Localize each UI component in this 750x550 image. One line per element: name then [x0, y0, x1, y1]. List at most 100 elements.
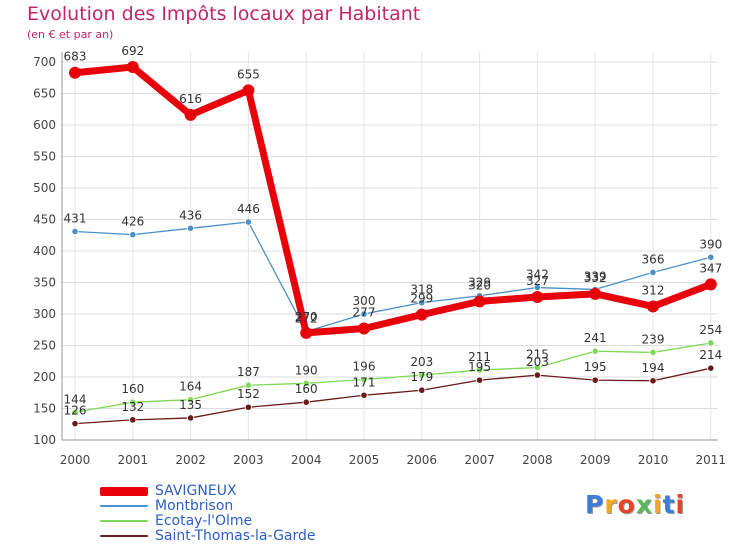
plot-area [62, 52, 718, 440]
series-line-saint-thomas-la-garde [74, 367, 712, 425]
x-tick-label: 2009 [580, 453, 611, 467]
y-tick-label: 250 [33, 339, 56, 353]
chart-plot: 100 150 200 250 300 350 400 450 500 550 600 650 700 2… [33, 44, 726, 467]
legend-label-savigneux: SAVIGNEUX [155, 483, 237, 499]
data-point-ecotay-l-olme [129, 398, 137, 406]
data-point-montbrison [360, 310, 368, 318]
data-point-ecotay-l-olme [187, 396, 195, 404]
data-point-montbrison [244, 218, 252, 226]
legend-label-ecotay-l-olme: Ecotay-l'Olme [155, 513, 253, 529]
data-label-ecotay-l-olme: 211 [468, 350, 491, 364]
data-label-montbrison: 342 [526, 268, 549, 282]
y-tick-label: 400 [33, 244, 56, 258]
data-point-ecotay-l-olme [302, 379, 310, 387]
data-label-montbrison: 436 [179, 208, 202, 222]
data-label-montbrison: 318 [410, 283, 433, 297]
data-point-montbrison [129, 231, 137, 239]
logo-letter: t [662, 490, 676, 519]
series-line-montbrison [74, 221, 712, 333]
y-tick-label: 600 [33, 118, 56, 132]
data-point-montbrison [71, 227, 79, 236]
y-tick-label: 350 [33, 276, 56, 290]
data-label-ecotay-l-olme: 254 [699, 323, 722, 337]
data-label-ecotay-l-olme: 144 [64, 392, 87, 406]
data-label-saint-thomas-la-garde: 135 [179, 398, 202, 412]
data-point-saint-thomas-la-garde [707, 364, 715, 372]
x-tick-label: 2007 [464, 453, 495, 467]
data-label-saint-thomas-la-garde: 160 [295, 382, 318, 396]
legend-item-savigneux: SAVIGNEUX [100, 483, 400, 499]
data-label-montbrison: 329 [468, 276, 491, 290]
legend-swatch-savigneux [100, 486, 148, 496]
logo-letter: P [585, 490, 605, 519]
data-point-montbrison [533, 283, 542, 292]
data-point-montbrison [187, 224, 195, 232]
data-point-savigneux [589, 287, 602, 300]
data-label-ecotay-l-olme: 239 [642, 332, 665, 346]
y-tick-label: 500 [33, 181, 56, 195]
data-label-ecotay-l-olme: 160 [121, 382, 144, 396]
data-point-ecotay-l-olme [418, 371, 426, 379]
data-point-ecotay-l-olme [71, 408, 79, 416]
x-tick-label: 2006 [407, 453, 438, 467]
data-point-montbrison [707, 253, 715, 261]
y-tick-label: 150 [33, 402, 56, 416]
data-label-savigneux: 277 [353, 305, 376, 319]
data-point-montbrison [418, 299, 426, 307]
data-label-montbrison: 300 [353, 294, 376, 308]
data-point-savigneux [531, 290, 544, 303]
data-label-savigneux: 332 [584, 271, 607, 285]
data-point-savigneux [704, 278, 717, 291]
data-point-saint-thomas-la-garde [187, 414, 195, 422]
data-label-saint-thomas-la-garde: 214 [699, 348, 722, 362]
data-label-saint-thomas-la-garde: 203 [526, 355, 549, 369]
data-point-saint-thomas-la-garde [129, 416, 137, 424]
logo-letter: i [675, 490, 686, 519]
logo-letter: r [604, 490, 618, 519]
data-point-savigneux [415, 308, 428, 321]
data-label-saint-thomas-la-garde: 126 [64, 404, 87, 418]
y-tick-label: 100 [33, 433, 56, 447]
data-point-savigneux [126, 61, 139, 74]
data-point-savigneux [358, 322, 370, 335]
x-tick-label: 2002 [175, 453, 206, 467]
data-label-ecotay-l-olme: 196 [353, 360, 376, 374]
chart-subtitle: (en € et par an) [27, 28, 114, 41]
data-label-savigneux: 270 [295, 310, 318, 324]
data-point-savigneux [69, 66, 81, 79]
data-label-montbrison: 446 [237, 202, 260, 216]
x-tick-label: 2004 [291, 453, 322, 467]
x-tick-label: 2003 [233, 453, 264, 467]
data-point-ecotay-l-olme [244, 381, 252, 389]
data-label-saint-thomas-la-garde: 171 [353, 375, 376, 389]
legend-swatch-saint-thomas-la-garde [100, 535, 148, 537]
data-point-saint-thomas-la-garde [475, 376, 484, 384]
data-label-ecotay-l-olme: 241 [584, 331, 607, 345]
data-point-saint-thomas-la-garde [302, 398, 310, 406]
data-point-savigneux [473, 295, 486, 308]
legend-label-saint-thomas-la-garde: Saint-Thomas-la-Garde [155, 528, 316, 544]
data-point-savigneux [184, 108, 197, 121]
data-point-savigneux [647, 300, 659, 313]
data-label-saint-thomas-la-garde: 132 [121, 400, 144, 414]
y-tick-label: 200 [33, 370, 56, 384]
data-label-savigneux: 655 [237, 67, 260, 81]
data-point-ecotay-l-olme [591, 347, 599, 355]
proxiti-logo: Proxiti [585, 490, 685, 519]
data-point-ecotay-l-olme [475, 366, 484, 374]
series-line-ecotay-l-olme [74, 342, 712, 413]
data-label-montbrison: 431 [64, 211, 87, 225]
x-tick-label: 2008 [522, 453, 553, 467]
legend-item-ecotay-l-olme: Ecotay-l'Olme [100, 513, 400, 529]
logo-letter: o [617, 490, 636, 519]
x-tick-label: 2010 [638, 453, 669, 467]
legend-item-saint-thomas-la-garde: Saint-Thomas-la-Garde [100, 528, 400, 544]
legend-item-montbrison: Montbrison [100, 498, 400, 514]
data-point-montbrison [649, 268, 657, 277]
data-label-saint-thomas-la-garde: 195 [468, 360, 491, 374]
data-point-saint-thomas-la-garde [244, 403, 252, 411]
y-tick-label: 700 [33, 55, 56, 69]
legend-label-montbrison: Montbrison [155, 498, 234, 514]
chart-title: Evolution des Impôts locaux par Habitant [27, 3, 421, 25]
